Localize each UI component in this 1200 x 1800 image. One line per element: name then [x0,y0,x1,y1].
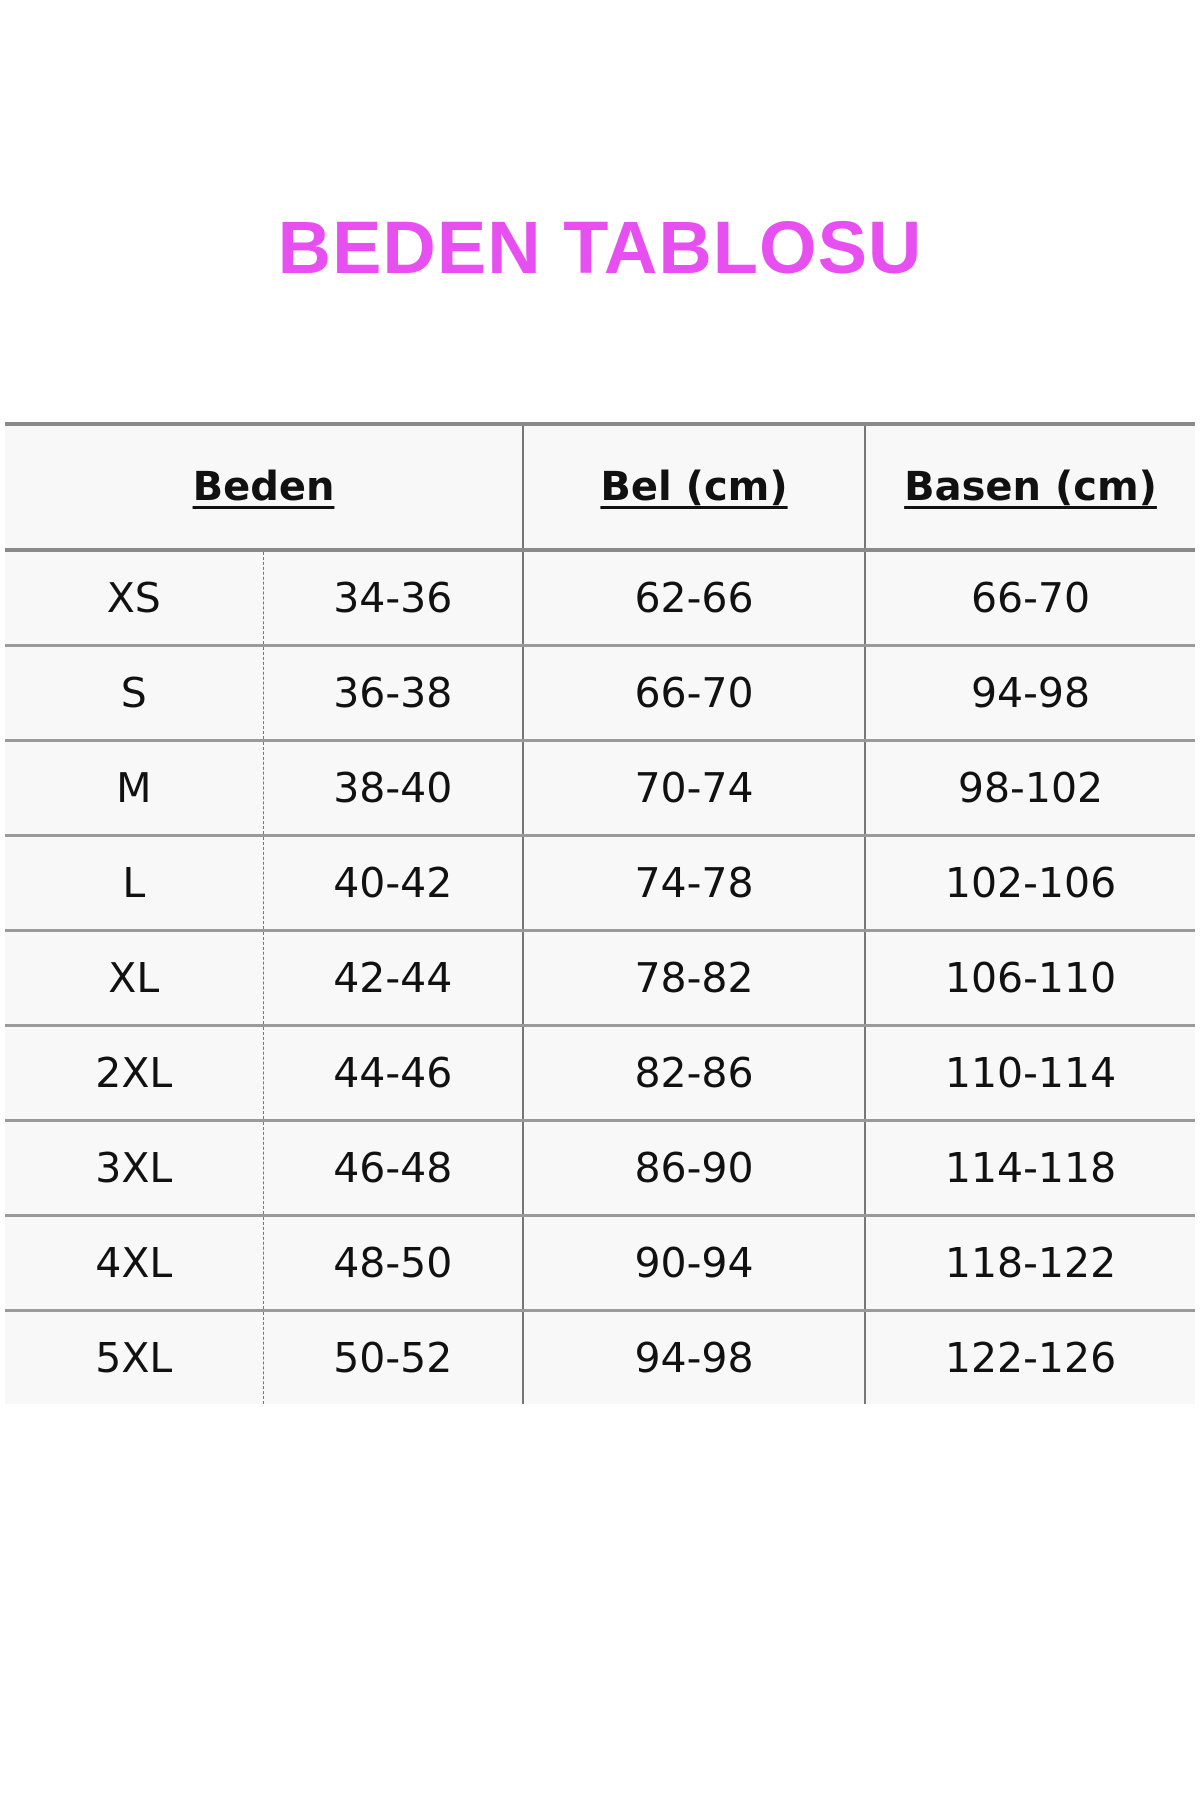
table-row: 3XL 46-48 86-90 114-118 [5,1120,1196,1217]
hip-cell: 122-126 [864,1310,1196,1404]
size-cell: XS [5,550,263,647]
size-cell: S [5,645,263,742]
size-cell: 3XL [5,1120,263,1217]
hip-cell: 118-122 [864,1215,1196,1312]
table-header-row: Beden Bel (cm) Basen (cm) [5,422,1196,552]
hip-cell: 110-114 [864,1025,1196,1122]
table-row: 4XL 48-50 90-94 118-122 [5,1215,1196,1312]
hip-cell: 102-106 [864,835,1196,932]
size-number-cell: 42-44 [262,930,524,1027]
table-row: M 38-40 70-74 98-102 [5,740,1196,837]
size-number-cell: 46-48 [262,1120,524,1217]
size-cell: L [5,835,263,932]
waist-cell: 66-70 [522,645,866,742]
waist-cell: 90-94 [522,1215,866,1312]
table-row: XL 42-44 78-82 106-110 [5,930,1196,1027]
waist-cell: 94-98 [522,1310,866,1404]
waist-cell: 78-82 [522,930,866,1027]
waist-cell: 86-90 [522,1120,866,1217]
size-number-cell: 50-52 [262,1310,524,1404]
size-number-cell: 34-36 [262,550,524,647]
page-title: BEDEN TABLOSU [277,206,923,289]
size-cell: 5XL [95,1334,173,1382]
size-number-cell: 48-50 [262,1215,524,1312]
table-row: XS 34-36 62-66 66-70 [5,550,1196,647]
table-row: 2XL 44-46 82-86 110-114 [5,1025,1196,1122]
hip-cell: 106-110 [864,930,1196,1027]
size-cell: XL [5,930,263,1027]
hip-cell: 94-98 [864,645,1196,742]
table-row: 5XL 50-52 94-98 122-126 [5,1310,1196,1404]
size-chart-table: Beden Bel (cm) Basen (cm) XS 34-36 62-66 66… [5,422,1196,1404]
size-cell: M [5,740,263,837]
size-cell: 4XL [5,1215,263,1312]
hip-cell: 98-102 [864,740,1196,837]
size-number-cell: 44-46 [262,1025,524,1122]
waist-cell: 74-78 [522,835,866,932]
hip-cell: 114-118 [864,1120,1196,1217]
header-beden: Beden [5,422,524,552]
size-cell: 2XL [5,1025,263,1122]
waist-cell: 62-66 [522,550,866,647]
header-bel: Bel (cm) [522,422,866,552]
waist-cell: 70-74 [522,740,866,837]
table-row: S 36-38 66-70 94-98 [5,645,1196,742]
size-number-cell: 36-38 [262,645,524,742]
size-number-cell: 38-40 [262,740,524,837]
waist-cell: 82-86 [522,1025,866,1122]
table-row: L 40-42 74-78 102-106 [5,835,1196,932]
header-basen: Basen (cm) [864,422,1196,552]
hip-cell: 66-70 [864,550,1196,647]
size-number-cell: 40-42 [262,835,524,932]
